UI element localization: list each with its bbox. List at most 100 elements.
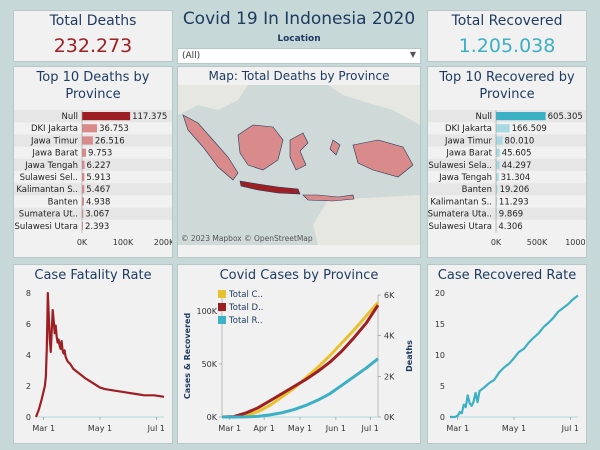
deaths-category-label: DKI Jakarta bbox=[31, 124, 78, 134]
recovered-row-band bbox=[428, 158, 586, 171]
recovered-value-label: 19.206 bbox=[500, 185, 530, 195]
recovered-value-label: 4.306 bbox=[498, 222, 522, 232]
deaths-value-label: 5.467 bbox=[86, 185, 110, 195]
deaths-bar bbox=[82, 148, 86, 157]
cases-y-axis-label: Cases & Recovered bbox=[183, 313, 192, 400]
deaths-value-label: 5.913 bbox=[86, 173, 110, 183]
deaths-row-band bbox=[14, 134, 172, 147]
recovered-value-label: 44.297 bbox=[502, 161, 532, 171]
cfr-y-tick: 4 bbox=[26, 351, 31, 360]
deaths-row-band bbox=[14, 207, 172, 220]
cases-x-tick: Apr 1 bbox=[253, 424, 274, 433]
recovered-category-label: Jawa Timur bbox=[444, 136, 493, 146]
cfr-chart: 0 2 4 6 8 Mar 1 May 1 Jul 1 bbox=[26, 289, 165, 433]
recovered-category-label: Jawa Tengah bbox=[438, 173, 492, 183]
top-recovered-chart: Null 605.305 DKI Jakarta 166.509 Jawa Timur 8… bbox=[428, 110, 586, 247]
cases-y-tick: 0K bbox=[207, 413, 218, 422]
deaths-x-tick: 200K bbox=[154, 238, 172, 247]
crr-y-tick: 0 bbox=[440, 413, 445, 422]
recovered-value-label: 80.010 bbox=[505, 136, 535, 146]
top-recovered-title: Top 10 Recovered by Province bbox=[439, 70, 575, 102]
location-dropdown-value: (All) bbox=[182, 51, 201, 61]
crr-y-tick: 15 bbox=[435, 320, 445, 329]
cases-y2-tick: 0K bbox=[384, 413, 395, 422]
cfr-x-tick: May 1 bbox=[88, 424, 112, 433]
cases-series-line bbox=[221, 304, 380, 419]
recovered-value-label: 45.605 bbox=[502, 149, 532, 159]
cfr-y-tick: 2 bbox=[26, 382, 31, 391]
deaths-category-label: Jawa Barat bbox=[31, 149, 78, 159]
map-attribution: © 2023 Mapbox © OpenStreetMap bbox=[181, 234, 313, 243]
map-title: Map: Total Deaths by Province bbox=[208, 69, 390, 83]
recovered-bar bbox=[496, 136, 503, 145]
deaths-value-label: 6.227 bbox=[87, 161, 111, 171]
recovered-row-band bbox=[428, 183, 586, 196]
cases-y2-tick: 4K bbox=[384, 332, 395, 341]
deaths-category-label: Null bbox=[62, 112, 78, 122]
cases-y-tick: 100K bbox=[196, 307, 217, 316]
deaths-bar bbox=[82, 136, 93, 145]
deaths-category-label: Sulawesi Sel.. bbox=[20, 173, 78, 183]
recovered-value-label: 11.293 bbox=[499, 197, 529, 207]
indonesia-map[interactable]: © 2023 Mapbox © OpenStreetMap bbox=[178, 85, 420, 245]
chevron-down-icon: ▼ bbox=[409, 50, 416, 59]
deaths-bar bbox=[82, 197, 85, 206]
cases-x-tick: Jun 1 bbox=[325, 424, 346, 433]
recovered-category-label: Sulawesi Utara bbox=[429, 222, 493, 232]
deaths-category-label: Sulawesi Utara bbox=[15, 222, 79, 232]
cfr-x-tick: Mar 1 bbox=[32, 424, 55, 433]
recovered-category-label: Kalimantan S.. bbox=[430, 197, 492, 207]
total-recovered-value: 1.205.038 bbox=[458, 35, 556, 57]
location-dropdown[interactable]: (All) ▼ bbox=[177, 48, 421, 64]
location-filter-label: Location bbox=[277, 34, 321, 44]
recovered-category-label: Null bbox=[476, 112, 492, 122]
cases-x-tick: May 1 bbox=[288, 424, 312, 433]
total-recovered-panel: Total Recovered 1.205.038 bbox=[427, 10, 587, 62]
top-recovered-panel: Top 10 Recovered by Province Null 605.305… bbox=[427, 66, 587, 258]
total-deaths-panel: Total Deaths 232.273 bbox=[13, 10, 173, 62]
cases-legend-label: Total R.. bbox=[228, 316, 263, 326]
deaths-bar bbox=[82, 173, 85, 182]
recovered-category-label: Jawa Barat bbox=[445, 149, 492, 159]
recovered-bar bbox=[496, 160, 500, 169]
crr-x-tick: Jul 1 bbox=[561, 424, 579, 433]
top-deaths-panel: Top 10 Deaths by Province Null 117.375 DKI… bbox=[13, 66, 173, 258]
recovered-x-tick: 0K bbox=[491, 238, 502, 247]
deaths-category-label: Jawa Tengah bbox=[24, 161, 78, 171]
recovered-row-band bbox=[428, 207, 586, 220]
recovered-x-tick: 500K bbox=[527, 238, 548, 247]
top-deaths-chart: Null 117.375 DKI Jakarta 36.753 Jawa Timur 26… bbox=[14, 110, 172, 247]
deaths-category-label: Banten bbox=[48, 197, 78, 207]
deaths-value-label: 2.393 bbox=[85, 222, 109, 232]
recovered-value-label: 31.304 bbox=[501, 173, 531, 183]
deaths-x-tick: 100K bbox=[113, 238, 134, 247]
crr-line bbox=[450, 294, 579, 419]
map-panel: Map: Total Deaths by Province © 2023 Map… bbox=[177, 66, 421, 258]
deaths-category-label: Sumatera Ut.. bbox=[19, 210, 78, 220]
deaths-category-label: Kalimantan S.. bbox=[16, 185, 78, 195]
recovered-bar bbox=[496, 124, 510, 133]
total-recovered-label: Total Recovered bbox=[451, 13, 563, 29]
deaths-bar bbox=[82, 124, 98, 133]
recovered-category-label: Sulawesi Sela.. bbox=[428, 161, 492, 171]
crr-y-tick: 20 bbox=[435, 289, 445, 298]
recovered-value-label: 605.305 bbox=[548, 112, 583, 122]
total-deaths-value: 232.273 bbox=[53, 35, 133, 57]
deaths-bar bbox=[82, 209, 84, 218]
cases-legend-label: Total C.. bbox=[228, 290, 263, 300]
cases-panel: Covid Cases by Province 0K 50K 100K 0K 2K 4K 6… bbox=[177, 264, 421, 444]
cfr-y-tick: 0 bbox=[26, 413, 31, 422]
crr-y-tick: 10 bbox=[435, 351, 445, 360]
recovered-category-label: Banten bbox=[462, 185, 492, 195]
cases-y2-tick: 2K bbox=[384, 372, 395, 381]
crr-chart: 0 5 10 15 20 Mar 1 May 1 Jul 1 bbox=[435, 289, 579, 433]
deaths-bar bbox=[82, 221, 83, 230]
deaths-bar bbox=[82, 112, 131, 121]
cfr-y-tick: 6 bbox=[26, 320, 31, 329]
cases-legend-swatch bbox=[218, 303, 226, 311]
deaths-row-band bbox=[14, 183, 172, 196]
recovered-bar bbox=[496, 197, 497, 206]
recovered-bar bbox=[496, 173, 499, 182]
recovered-bar bbox=[496, 112, 546, 121]
crr-x-tick: May 1 bbox=[502, 424, 526, 433]
